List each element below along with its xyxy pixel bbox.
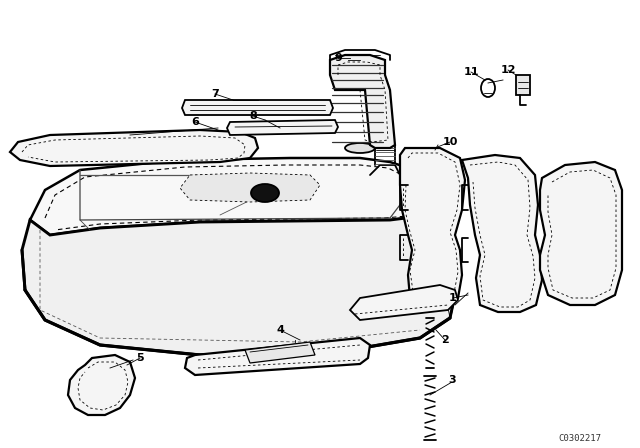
Polygon shape [462,155,542,312]
Ellipse shape [251,184,279,202]
Text: 5: 5 [136,353,144,363]
Text: 7: 7 [211,89,219,99]
Text: 8: 8 [249,111,257,121]
Polygon shape [516,75,530,95]
Polygon shape [540,162,622,305]
Text: 10: 10 [442,137,458,147]
Polygon shape [330,55,395,148]
Polygon shape [68,355,135,415]
Polygon shape [10,130,258,166]
Text: 12: 12 [500,65,516,75]
Polygon shape [185,338,370,375]
Text: 9: 9 [334,53,342,63]
Polygon shape [22,205,455,355]
Polygon shape [400,148,465,308]
Text: 11: 11 [463,67,479,77]
Polygon shape [180,173,320,202]
Text: 6: 6 [191,117,199,127]
Polygon shape [30,158,435,235]
Text: C0302217: C0302217 [559,434,602,443]
Polygon shape [245,342,315,363]
Polygon shape [182,100,333,115]
Polygon shape [227,120,338,135]
Text: 3: 3 [448,375,456,385]
Ellipse shape [345,143,375,153]
Polygon shape [350,285,458,320]
Text: 4: 4 [276,325,284,335]
Text: 2: 2 [441,335,449,345]
Text: 1: 1 [449,293,457,303]
